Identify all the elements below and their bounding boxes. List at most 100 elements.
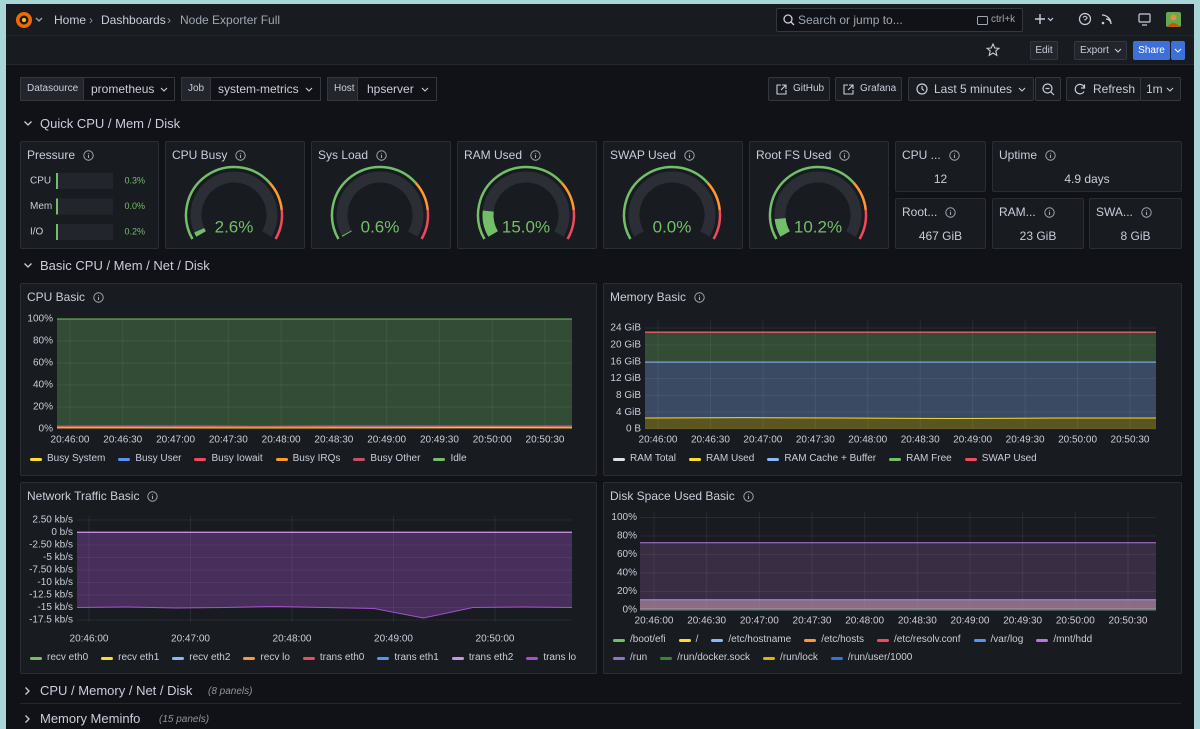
- row-title[interactable]: CPU / Memory / Net / Disk: [40, 683, 193, 698]
- edit-button[interactable]: Edit: [1030, 41, 1058, 60]
- legend-swatch: [302, 656, 315, 660]
- legend-item[interactable]: /mnt/hdd: [1036, 633, 1092, 647]
- row-expand-icon[interactable]: [24, 686, 32, 696]
- legend-label: trans eth1: [394, 652, 439, 663]
- breadcrumb-dashboards[interactable]: Dashboards: [101, 13, 166, 27]
- legend-swatch: [767, 457, 780, 461]
- chevron: [305, 87, 313, 92]
- legend-item[interactable]: /etc/hostname: [711, 633, 791, 647]
- legend-item[interactable]: recv eth1: [101, 651, 159, 665]
- panel-title: RAM Used: [464, 148, 523, 162]
- github-link[interactable]: GitHub: [768, 77, 830, 101]
- grafana-link[interactable]: Grafana: [835, 77, 902, 101]
- zoom-out-button[interactable]: [1035, 77, 1061, 101]
- breadcrumb-home[interactable]: Home: [54, 13, 87, 27]
- legend-swatch: [433, 457, 446, 461]
- legend-label: /run/lock: [780, 652, 818, 663]
- panel-header: Root FS Used: [756, 147, 851, 163]
- star-button[interactable]: [986, 43, 1000, 57]
- legend-item[interactable]: /run/lock: [763, 651, 818, 665]
- legend-item[interactable]: /run/user/1000: [830, 651, 912, 665]
- share-button[interactable]: Share: [1133, 41, 1170, 60]
- legend-swatch: [377, 656, 390, 660]
- share-menu-button[interactable]: [1171, 41, 1185, 60]
- legend-item[interactable]: Busy Other: [353, 452, 420, 466]
- legend-item[interactable]: /run/docker.sock: [660, 651, 750, 665]
- legend: recv eth0 recv eth1 recv eth2 recv lo trans …: [30, 651, 590, 665]
- panel-header: SWAP Used: [610, 147, 695, 163]
- row-expand-icon[interactable]: [24, 714, 32, 724]
- legend-item[interactable]: recv eth2: [172, 651, 230, 665]
- row-collapse-icon[interactable]: [23, 120, 33, 128]
- panel-title: RAM...: [999, 205, 1036, 219]
- legend-item[interactable]: trans eth2: [451, 651, 513, 665]
- legend-swatch: [688, 457, 701, 461]
- refresh-button[interactable]: Refresh: [1066, 77, 1141, 101]
- variable-value: system-metrics: [218, 82, 299, 96]
- info-circle: [694, 291, 705, 303]
- legend-item[interactable]: /etc/resolv.conf: [877, 633, 961, 647]
- stat-value: 467 GiB: [918, 229, 963, 243]
- legend-item[interactable]: recv lo: [243, 651, 290, 665]
- nav-icons[interactable]: [1032, 12, 1182, 30]
- legend-item[interactable]: RAM Used: [688, 452, 755, 466]
- legend-item[interactable]: RAM Cache + Buffer: [767, 452, 876, 466]
- time-picker[interactable]: Last 5 minutes: [908, 77, 1034, 101]
- variable-select[interactable]: prometheus: [83, 77, 175, 101]
- chevron: [160, 87, 168, 92]
- legend-item[interactable]: SWAP Used: [964, 452, 1037, 466]
- row-collapse-icon[interactable]: [23, 262, 33, 270]
- refresh-interval-picker[interactable]: 1m: [1140, 77, 1181, 101]
- panel-title: Disk Space Used Basic: [610, 489, 735, 503]
- panel: CPU ... 12: [895, 141, 986, 192]
- legend-swatch: [660, 656, 673, 660]
- panel-title: Sys Load: [318, 148, 369, 162]
- legend-item[interactable]: Busy System: [30, 452, 105, 466]
- legend-label: /boot/efi: [630, 634, 666, 645]
- legend-swatch: [30, 457, 42, 461]
- legend-item[interactable]: /boot/efi: [613, 633, 666, 647]
- legend-item[interactable]: /: [678, 633, 698, 647]
- legend-swatch: [353, 457, 366, 461]
- panel-title: CPU Basic: [27, 290, 86, 304]
- panel-title: Pressure: [27, 148, 76, 162]
- row-title[interactable]: Quick CPU / Mem / Disk: [40, 116, 181, 131]
- variable-select[interactable]: system-metrics: [210, 77, 321, 101]
- legend-label: RAM Used: [705, 453, 755, 464]
- info-circle: [684, 149, 695, 161]
- chevron: [421, 87, 429, 92]
- legend-swatch: [613, 656, 625, 660]
- legend-item[interactable]: trans eth1: [377, 651, 439, 665]
- search-box[interactable]: Search or jump to... ctrl+k: [776, 8, 1023, 32]
- chevron: [1114, 48, 1122, 53]
- legend-item[interactable]: /var/log: [973, 633, 1023, 647]
- legend-item[interactable]: trans eth0: [302, 651, 364, 665]
- legend-item[interactable]: Busy User: [118, 452, 181, 466]
- variable-select[interactable]: hpserver: [357, 77, 437, 101]
- info-icon: [83, 149, 94, 161]
- legend-item[interactable]: RAM Free: [889, 452, 952, 466]
- legend-label: RAM Cache + Buffer: [784, 453, 877, 464]
- panel-header: Root...: [902, 204, 957, 220]
- legend-item[interactable]: Busy IRQs: [275, 452, 340, 466]
- info-icon: [530, 149, 541, 161]
- info-icon: [93, 291, 104, 303]
- refresh-label: Refresh: [1093, 82, 1136, 96]
- legend-item[interactable]: recv eth0: [30, 651, 88, 665]
- grafana-logo[interactable]: [14, 10, 50, 30]
- legend-label: /etc/hostname: [728, 634, 792, 645]
- row-title[interactable]: Memory Meminfo: [40, 711, 141, 726]
- row-title[interactable]: Basic CPU / Mem / Net / Disk: [40, 258, 210, 273]
- legend-item[interactable]: Idle: [433, 452, 467, 466]
- legend-item[interactable]: /etc/hosts: [804, 633, 864, 647]
- legend-swatch: [275, 457, 288, 461]
- legend-item[interactable]: RAM Total: [613, 452, 676, 466]
- export-button[interactable]: Export: [1074, 41, 1127, 60]
- panel-title: Root...: [902, 205, 938, 219]
- legend-item[interactable]: /run: [613, 651, 647, 665]
- clock-icon: [916, 83, 928, 95]
- legend-item[interactable]: Busy Iowait: [194, 452, 263, 466]
- legend-item[interactable]: trans lo: [526, 651, 576, 665]
